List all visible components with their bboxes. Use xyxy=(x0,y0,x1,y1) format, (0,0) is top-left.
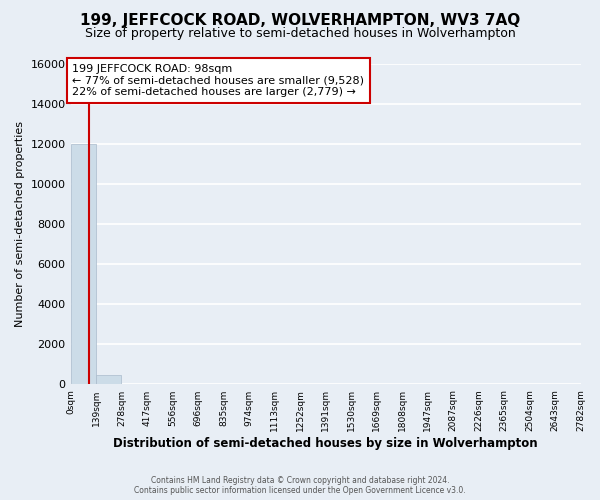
X-axis label: Distribution of semi-detached houses by size in Wolverhampton: Distribution of semi-detached houses by … xyxy=(113,437,538,450)
Y-axis label: Number of semi-detached properties: Number of semi-detached properties xyxy=(15,121,25,327)
Bar xyxy=(71,144,96,384)
Text: 199 JEFFCOCK ROAD: 98sqm
← 77% of semi-detached houses are smaller (9,528)
22% o: 199 JEFFCOCK ROAD: 98sqm ← 77% of semi-d… xyxy=(72,64,364,97)
Text: 199, JEFFCOCK ROAD, WOLVERHAMPTON, WV3 7AQ: 199, JEFFCOCK ROAD, WOLVERHAMPTON, WV3 7… xyxy=(80,12,520,28)
Text: Contains HM Land Registry data © Crown copyright and database right 2024.
Contai: Contains HM Land Registry data © Crown c… xyxy=(134,476,466,495)
Bar xyxy=(96,375,121,384)
Text: Size of property relative to semi-detached houses in Wolverhampton: Size of property relative to semi-detach… xyxy=(85,28,515,40)
